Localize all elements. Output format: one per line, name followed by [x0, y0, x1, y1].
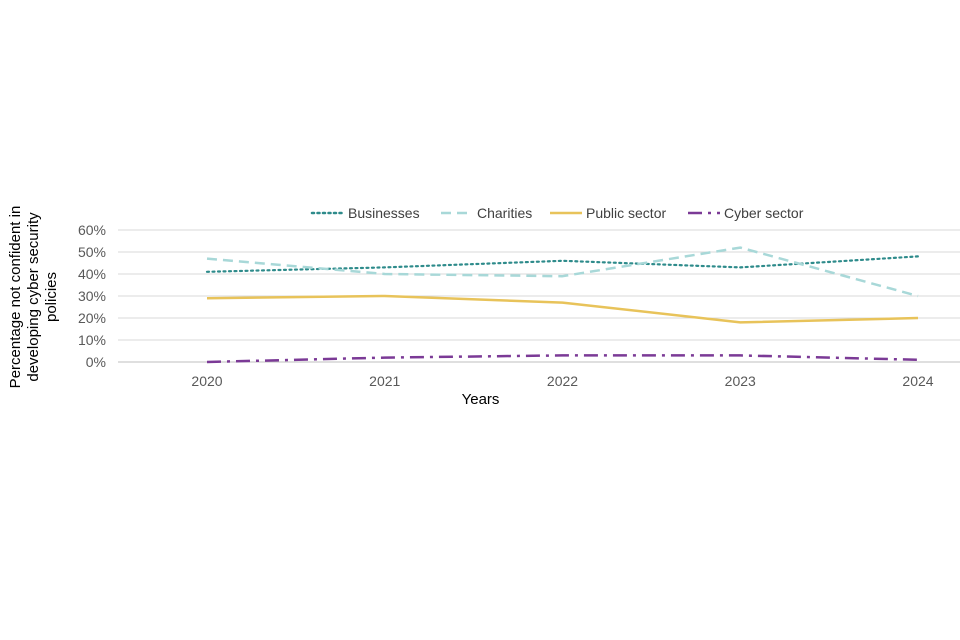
series-lines [205, 246, 920, 364]
series-line-cyber-sector [206, 354, 919, 364]
y-axis-ticks: 0% 10% 20% 30% 40% 50% 60% [78, 222, 106, 370]
legend-label: Charities [477, 205, 532, 221]
x-axis-title: Years [462, 391, 500, 408]
x-tick-label: 2020 [191, 373, 222, 389]
x-axis-ticks: 2020 2021 2022 2023 2024 [191, 373, 933, 389]
y-tick-label: 60% [78, 222, 106, 238]
series-line-businesses [205, 255, 920, 273]
y-tick-label: 10% [78, 332, 106, 348]
y-tick-label: 40% [78, 266, 106, 282]
series-line-charities [206, 246, 919, 298]
y-axis-title: Percentage not confident indeveloping cy… [7, 206, 60, 389]
x-tick-label: 2022 [547, 373, 578, 389]
y-axis-title-line: Percentage not confident in [7, 206, 24, 389]
y-tick-label: 30% [78, 288, 106, 304]
legend: Businesses Charities Public sector Cyber se… [310, 205, 804, 221]
x-tick-label: 2021 [369, 373, 400, 389]
y-tick-label: 0% [86, 354, 106, 370]
series-line-public-sector [206, 294, 919, 324]
gridlines [118, 229, 960, 363]
x-tick-label: 2023 [725, 373, 756, 389]
legend-label: Cyber sector [724, 205, 804, 221]
y-axis-title-line: policies [43, 272, 60, 322]
y-tick-label: 50% [78, 244, 106, 260]
y-tick-label: 20% [78, 310, 106, 326]
x-tick-label: 2024 [902, 373, 933, 389]
legend-label: Businesses [348, 205, 420, 221]
legend-label: Public sector [586, 205, 666, 221]
y-axis-title-line: developing cyber security [25, 212, 42, 382]
